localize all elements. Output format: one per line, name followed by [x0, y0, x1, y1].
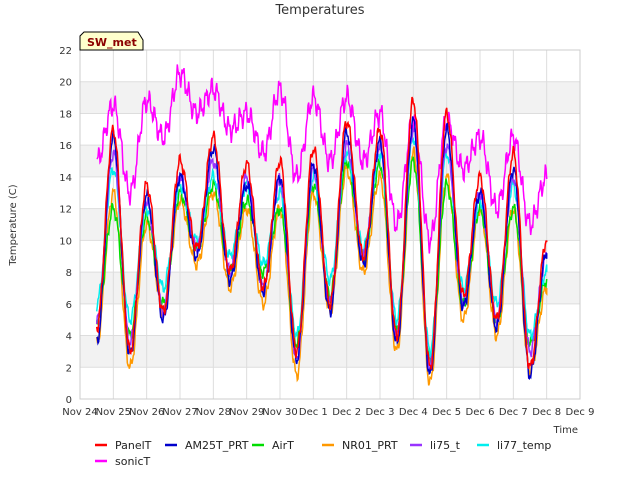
legend-label: AirT	[272, 439, 294, 452]
legend-item: PanelT	[95, 439, 152, 452]
y-tick-label: 16	[59, 141, 72, 152]
y-tick-label: 0	[66, 395, 72, 406]
chart-title: Temperatures	[274, 3, 364, 18]
legend-item: AM25T_PRT	[165, 439, 249, 452]
x-tick-label: Nov 28	[196, 407, 231, 418]
legend-item: sonicT	[95, 455, 151, 468]
series-line-sonicT	[96, 64, 548, 254]
legend-label: li77_temp	[497, 439, 551, 452]
plot-band	[80, 335, 580, 368]
y-tick-label: 18	[59, 109, 72, 120]
series-lines	[95, 64, 548, 386]
y-tick-label: 12	[59, 205, 72, 216]
y-axis-ticks: 0 2 4 6 8 10 12 14 16 18 20 22	[59, 46, 72, 406]
site-label: SW_met	[87, 36, 137, 49]
legend-label: li75_t	[430, 439, 461, 452]
x-tick-label: Nov 24	[62, 407, 97, 418]
y-tick-label: 6	[66, 300, 72, 311]
legend-label: NR01_PRT	[342, 439, 398, 452]
legend-item: li77_temp	[477, 439, 551, 452]
y-tick-label: 2	[66, 363, 72, 374]
legend-item: AirT	[252, 439, 294, 452]
x-tick-label: Dec 7	[499, 407, 528, 418]
x-tick-label: Dec 6	[466, 407, 495, 418]
site-label-box: SW_met	[79, 31, 144, 51]
x-tick-label: Dec 3	[366, 407, 395, 418]
x-tick-label: Dec 4	[399, 407, 428, 418]
site-label-badge	[79, 31, 144, 51]
y-axis-title: Temperature (C)	[8, 184, 19, 266]
x-tick-label: Dec 8	[532, 407, 561, 418]
y-tick-label: 14	[59, 173, 72, 184]
x-tick-label: Nov 29	[229, 407, 264, 418]
x-tick-label: Nov 30	[262, 407, 297, 418]
x-tick-label: Dec 9	[566, 407, 595, 418]
series-line-PanelT	[95, 96, 548, 370]
legend-item: NR01_PRT	[322, 439, 398, 452]
y-tick-label: 10	[59, 236, 72, 247]
plot-band	[80, 208, 580, 241]
y-tick-label: 22	[59, 46, 72, 57]
x-tick-label: Dec 2	[332, 407, 361, 418]
x-tick-label: Nov 27	[162, 407, 197, 418]
chart-legend: PanelT AM25T_PRT AirT NR01_PRT li75_t li77_te…	[95, 439, 551, 468]
x-axis-title: Time	[553, 425, 578, 436]
legend-label: AM25T_PRT	[185, 439, 249, 452]
legend-item: li75_t	[410, 439, 461, 452]
x-tick-label: Dec 5	[432, 407, 461, 418]
y-tick-label: 8	[66, 268, 72, 279]
series-line-AM25T_PRT	[96, 116, 548, 381]
x-tick-label: Dec 1	[299, 407, 328, 418]
x-tick-label: Nov 25	[96, 407, 131, 418]
plot-band	[80, 81, 580, 114]
legend-label: sonicT	[115, 455, 151, 468]
plot-band	[80, 145, 580, 177]
y-tick-label: 20	[59, 78, 72, 89]
plot-area-border	[79, 49, 581, 400]
y-tick-label: 4	[66, 332, 72, 343]
x-tick-label: Nov 26	[129, 407, 164, 418]
legend-label: PanelT	[115, 439, 152, 452]
